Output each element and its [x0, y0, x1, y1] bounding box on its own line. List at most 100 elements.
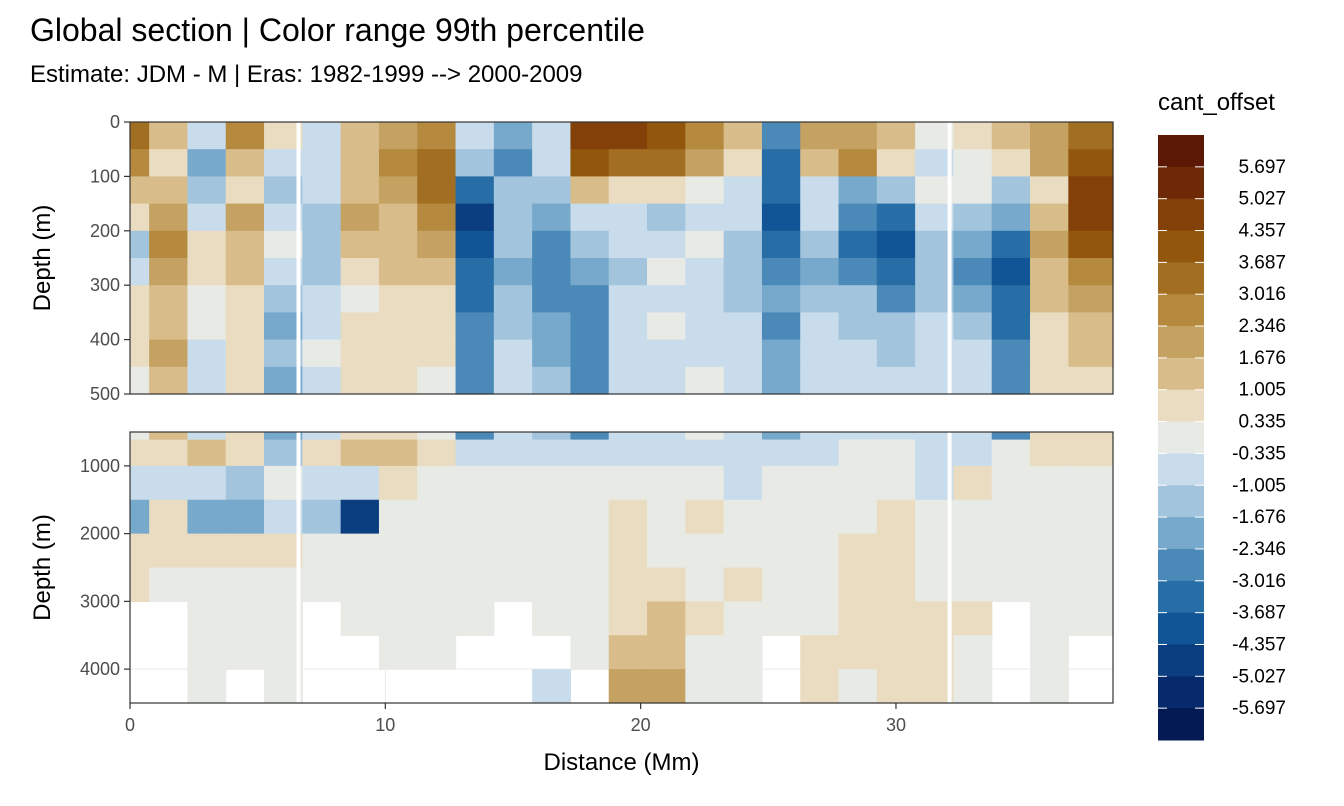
section-cell — [340, 203, 380, 232]
y-tick-label: 1000 — [80, 456, 120, 476]
section-cell — [264, 439, 303, 467]
section-cell — [1030, 499, 1069, 535]
section-cell — [761, 432, 801, 441]
section-cell — [264, 499, 303, 535]
section-cell — [608, 465, 648, 501]
section-cell — [149, 122, 189, 150]
section-cell — [723, 122, 763, 150]
section-cell — [378, 149, 418, 177]
colorbar-swatch — [1158, 580, 1204, 614]
section-cell — [532, 203, 572, 232]
section-cell — [953, 601, 993, 636]
section-cell — [723, 258, 763, 286]
section-cell — [532, 366, 572, 395]
section-cell — [378, 439, 418, 467]
section-cell — [761, 285, 801, 313]
section-cell — [130, 533, 150, 569]
section-cell — [455, 533, 495, 569]
section-cell — [876, 499, 916, 535]
section-cell — [685, 339, 725, 368]
section-cell — [570, 499, 610, 535]
section-cell — [455, 230, 495, 259]
section-cell — [647, 149, 686, 177]
section-cell — [493, 149, 533, 177]
colorbar-label: -4.357 — [1232, 634, 1286, 655]
y-tick-label: 300 — [90, 275, 120, 295]
section-cell — [187, 312, 227, 341]
section-cell — [1068, 465, 1114, 501]
section-cell — [264, 533, 303, 569]
section-cell — [800, 366, 840, 395]
section-cell — [455, 339, 495, 368]
section-cell — [1068, 122, 1114, 150]
section-cell — [570, 285, 610, 313]
section-cell — [455, 465, 495, 501]
section-cell — [455, 122, 495, 150]
section-cell — [915, 122, 955, 150]
section-cell — [130, 230, 150, 259]
section-cell — [915, 312, 955, 341]
section-cell — [1030, 285, 1069, 313]
section-cell — [1068, 432, 1114, 441]
section-cell — [225, 258, 265, 286]
section-cell — [761, 176, 801, 205]
section-cell — [608, 366, 648, 395]
section-cell — [130, 567, 150, 602]
section-cell — [340, 230, 380, 259]
section-cell — [532, 465, 572, 501]
section-cell — [1030, 439, 1069, 467]
section-cell — [455, 285, 495, 313]
section-cell — [1068, 203, 1114, 232]
section-cell — [340, 465, 380, 501]
section-cell — [761, 312, 801, 341]
section-cell — [340, 312, 380, 341]
section-cell — [953, 285, 993, 313]
section-cell — [149, 465, 189, 501]
section-cell — [455, 149, 495, 177]
section-cell — [417, 432, 457, 441]
section-cell — [302, 465, 342, 501]
section-cell — [417, 203, 457, 232]
section-cell — [378, 533, 418, 569]
section-cell — [417, 176, 457, 205]
section-cell — [130, 439, 150, 467]
section-cell — [417, 567, 457, 602]
section-cell — [761, 601, 801, 636]
section-cell — [264, 465, 303, 501]
section-cell — [225, 601, 265, 636]
section-cell — [800, 149, 840, 177]
section-cell — [1030, 432, 1069, 441]
section-cell — [1068, 176, 1114, 205]
section-cell — [1068, 149, 1114, 177]
section-cell — [1030, 465, 1069, 501]
section-cell — [570, 149, 610, 177]
section-cell — [378, 176, 418, 205]
section-cell — [761, 149, 801, 177]
colorbar-swatch — [1158, 485, 1204, 518]
section-cell — [149, 533, 189, 569]
section-cell — [225, 439, 265, 467]
section-cell — [532, 439, 572, 467]
section-cell — [417, 635, 457, 670]
section-cell — [838, 203, 878, 232]
section-cell — [417, 465, 457, 501]
section-cell — [378, 499, 418, 535]
section-cell — [838, 366, 878, 395]
section-cell — [378, 285, 418, 313]
section-cell — [455, 203, 495, 232]
section-cell — [915, 366, 955, 395]
section-cell — [264, 176, 303, 205]
section-cell — [953, 669, 993, 704]
colorbar-label: -1.676 — [1232, 507, 1286, 528]
section-cell — [570, 122, 610, 150]
section-cell — [570, 432, 610, 441]
section-cell — [991, 230, 1031, 259]
y-axis-title: Depth (m) — [29, 205, 56, 312]
section-cell — [685, 366, 725, 395]
section-cell — [378, 258, 418, 286]
section-cell — [1030, 339, 1069, 368]
section-cell — [876, 533, 916, 569]
section-cell — [302, 258, 342, 286]
colorbar-swatch — [1158, 708, 1204, 741]
